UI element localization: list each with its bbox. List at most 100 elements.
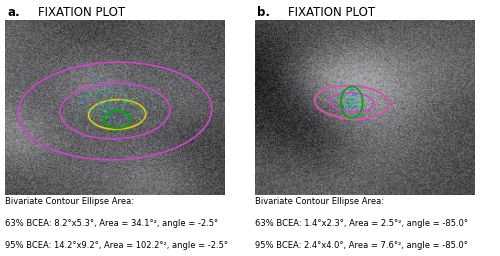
Point (100, 111, 108, 115)
Point (116, 99, 124, 103)
Point (90, 109, 98, 113)
Point (345, 102, 353, 106)
Point (352, 100, 360, 104)
Point (75, 118, 83, 122)
Point (351, 94, 359, 98)
Point (100, 105, 108, 110)
Point (352, 104, 360, 108)
Point (130, 86, 138, 90)
Point (346, 99, 354, 103)
Point (95, 102, 103, 106)
Point (136, 94, 143, 99)
Point (350, 115, 358, 119)
Point (121, 101, 129, 105)
Point (106, 88, 114, 92)
Point (72, 112, 80, 116)
Point (122, 100, 130, 104)
Point (89, 107, 97, 111)
Point (104, 99, 112, 103)
Point (354, 92, 362, 97)
Point (80, 93, 88, 98)
Point (156, 121, 164, 125)
Point (105, 103, 113, 107)
Point (78, 94, 86, 98)
Point (110, 109, 118, 113)
Point (124, 95, 132, 99)
Point (116, 92, 124, 97)
Point (335, 94, 343, 99)
Point (102, 110, 110, 114)
Point (104, 115, 112, 119)
Point (92, 77, 100, 81)
Text: Bivariate Contour Ellipse Area:: Bivariate Contour Ellipse Area: (5, 197, 134, 206)
Point (112, 88, 120, 92)
Point (354, 95, 362, 99)
Point (338, 81, 346, 85)
Point (78, 101, 86, 105)
Point (97, 118, 105, 122)
Point (338, 107, 346, 111)
Point (100, 102, 108, 106)
Point (114, 89, 122, 93)
Point (108, 114, 116, 118)
Point (84, 110, 92, 114)
Point (355, 104, 363, 108)
Point (347, 87, 355, 91)
Point (340, 94, 347, 98)
Point (125, 81, 133, 85)
Text: 63% BCEA: 1.4°x2.3°, Area = 2.5°², angle = -85.0°: 63% BCEA: 1.4°x2.3°, Area = 2.5°², angle… (255, 219, 468, 228)
Point (344, 106, 352, 110)
Point (350, 98, 358, 102)
Point (346, 109, 354, 113)
Point (347, 95, 355, 99)
Point (118, 109, 126, 113)
Point (130, 102, 138, 106)
Point (349, 103, 357, 107)
Point (354, 84, 362, 88)
Point (343, 115, 351, 119)
Point (348, 93, 356, 98)
Point (350, 98, 358, 102)
Point (70, 100, 78, 104)
Point (118, 97, 126, 101)
Point (341, 103, 349, 107)
Point (95, 113, 103, 118)
Point (341, 84, 349, 88)
Point (106, 106, 114, 110)
Point (114, 106, 122, 110)
Point (122, 114, 130, 118)
Point (97, 98, 105, 102)
Point (351, 93, 359, 98)
Point (342, 108, 350, 112)
Point (344, 92, 351, 96)
Point (123, 112, 131, 116)
Point (130, 84, 138, 88)
Point (348, 120, 356, 124)
Point (87, 109, 95, 113)
Point (344, 95, 351, 99)
Point (100, 69, 108, 73)
Point (104, 114, 112, 119)
Point (122, 115, 130, 119)
Point (148, 92, 156, 96)
Point (348, 87, 356, 91)
Point (126, 83, 134, 88)
Point (126, 109, 134, 113)
Point (112, 91, 120, 95)
Point (105, 123, 113, 127)
Point (122, 63, 130, 67)
Point (347, 102, 355, 106)
Point (100, 115, 108, 119)
Point (356, 103, 364, 107)
Point (130, 95, 138, 99)
Point (338, 91, 346, 95)
Point (141, 90, 149, 94)
Point (346, 102, 354, 106)
Point (60, 94, 68, 99)
Point (346, 94, 354, 98)
Point (138, 109, 146, 113)
Point (356, 86, 364, 90)
Point (106, 100, 114, 104)
Point (90, 92, 98, 96)
Point (154, 87, 162, 91)
